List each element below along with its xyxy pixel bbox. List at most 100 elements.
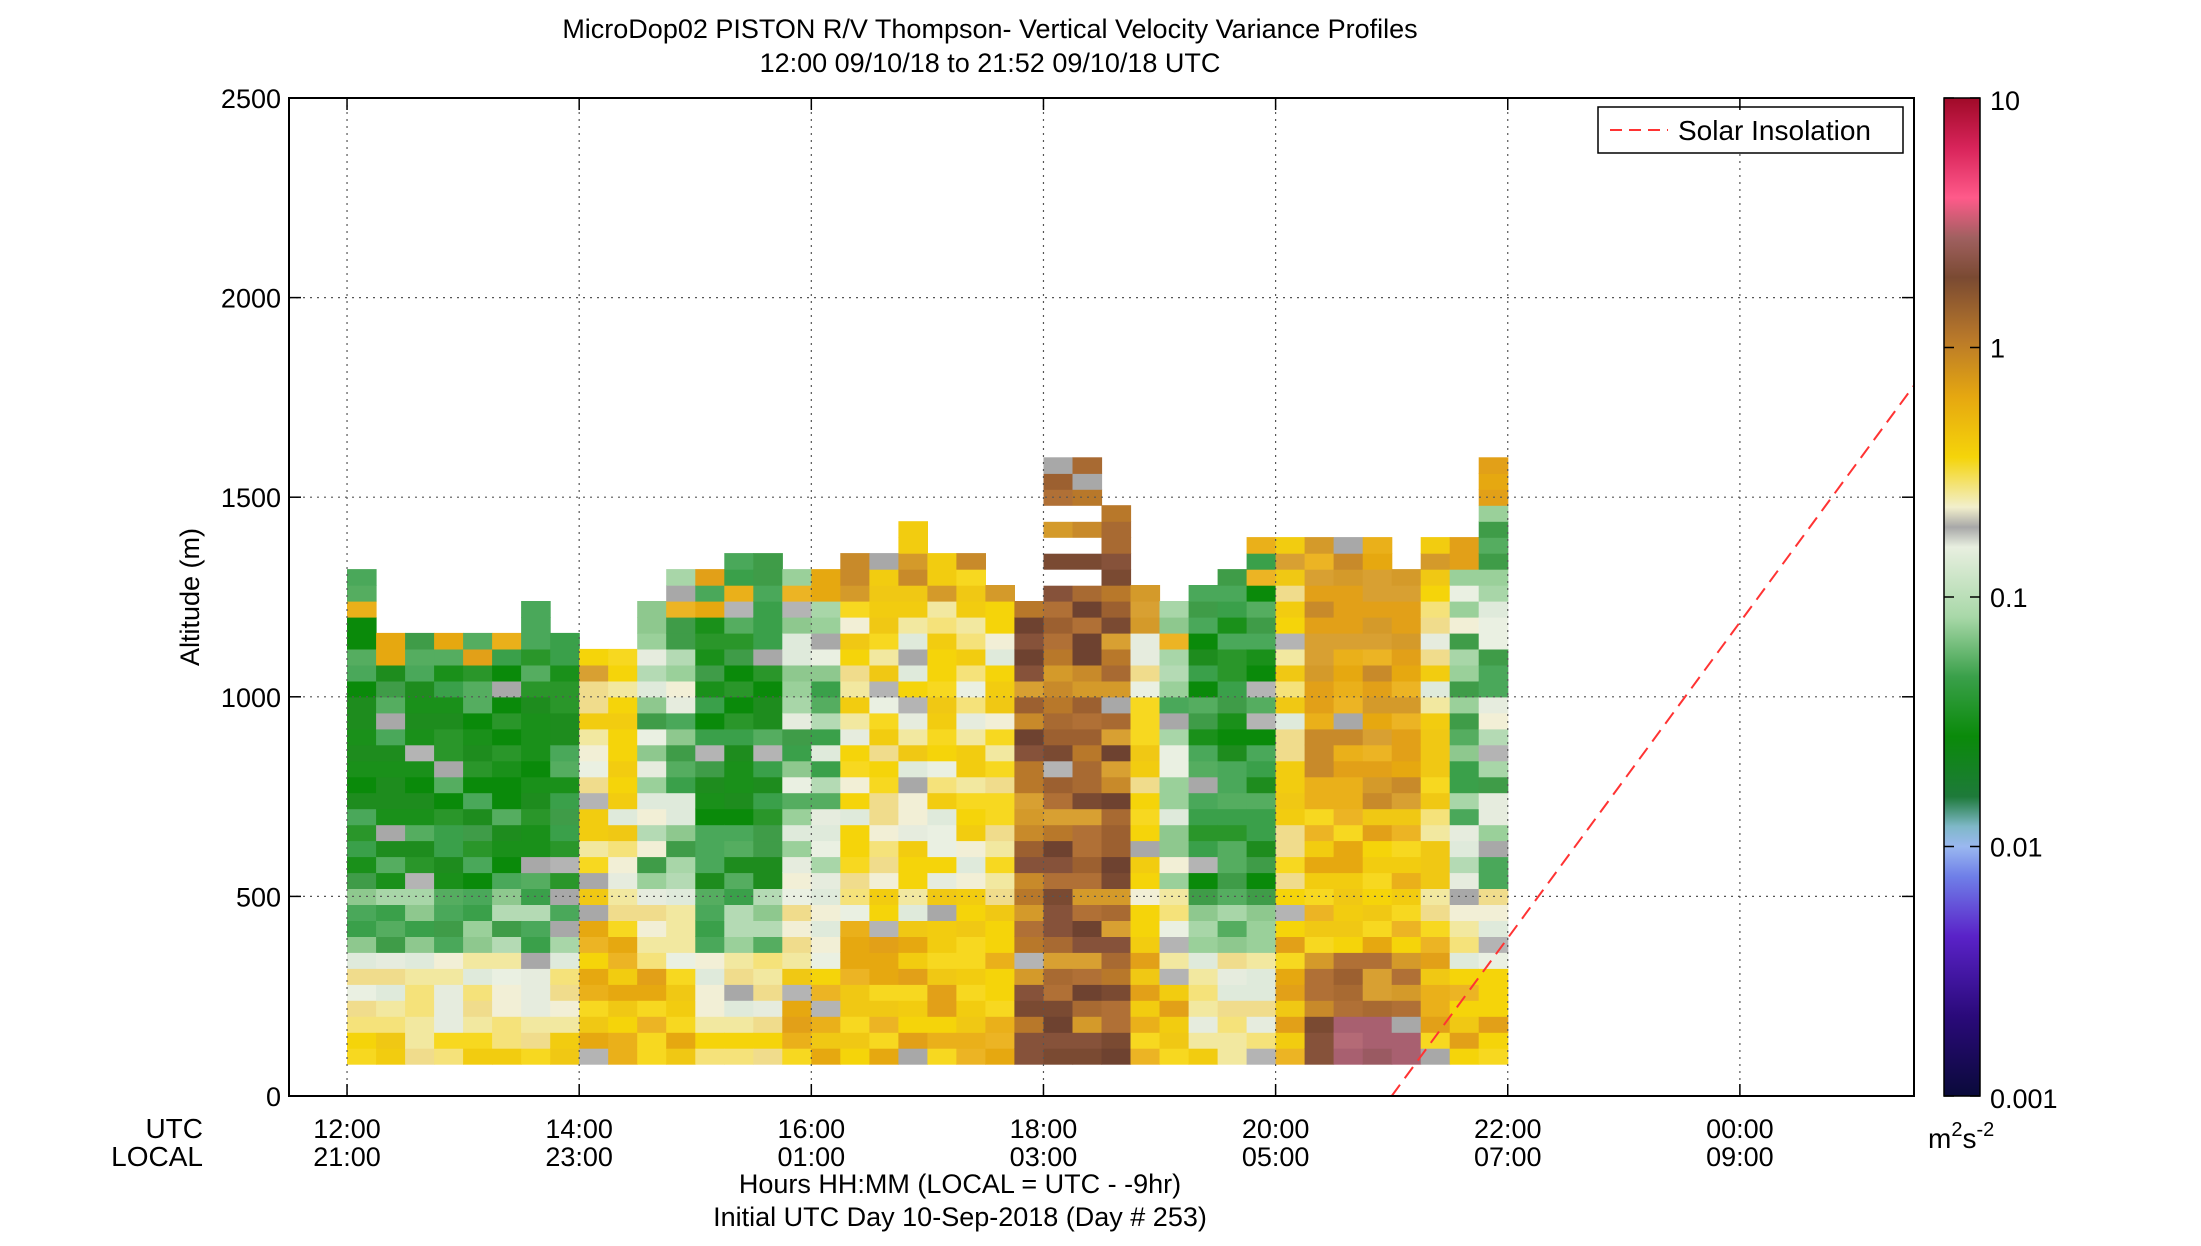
heatmap-cell [1333,664,1364,682]
heatmap-cell [1043,489,1074,506]
heatmap-cell [956,952,986,969]
heatmap-cell [1333,569,1364,586]
heatmap-cell [753,904,783,921]
heatmap-cell [753,585,783,602]
heatmap-cell [579,760,609,778]
heatmap-cell [463,632,493,650]
heatmap-cell [1159,648,1190,666]
heatmap-cell [1043,968,1074,985]
heatmap-cell [1014,936,1044,953]
heatmap-cell [1014,776,1044,794]
heatmap-cell [985,808,1015,826]
heatmap-cell [695,712,725,730]
heatmap-cell [1130,840,1161,858]
heatmap-cell [1014,808,1044,826]
heatmap-cell [927,1016,957,1033]
heatmap-cell [579,968,609,985]
heatmap-cell [811,808,841,826]
heatmap-cell [869,632,899,650]
heatmap-cell [724,680,754,698]
heatmap-cell [579,888,609,905]
heatmap-cell [840,1016,870,1033]
heatmap-cell [1188,968,1219,985]
heatmap-cell [1101,760,1132,778]
heatmap-cell [637,1000,667,1017]
heatmap-cell [869,952,899,969]
heatmap-cell [608,952,638,969]
heatmap-cell [1391,712,1422,730]
heatmap-cell [1304,776,1335,794]
heatmap-cell [463,648,493,666]
heatmap-cell [1304,696,1335,714]
heatmap-cell [1246,553,1277,570]
heatmap-cell [869,936,899,953]
heatmap-cell [1420,760,1451,778]
heatmap-cell [1275,856,1306,874]
heatmap-cell [956,744,986,762]
heatmap-cell [1391,680,1422,698]
heatmap-cell [927,553,957,570]
x-tick-label-local: 05:00 [1242,1142,1310,1172]
heatmap-cell [1188,1048,1219,1065]
heatmap-cell [347,936,377,953]
heatmap-cell [434,808,464,826]
heatmap-cell [1449,728,1480,746]
heatmap-cell [434,648,464,666]
heatmap-cell [608,872,638,889]
heatmap-cell [1188,617,1219,634]
heatmap-cell [927,1048,957,1065]
heatmap-cell [1362,696,1393,714]
heatmap-cell [1420,824,1451,842]
heatmap-cell [956,888,986,905]
heatmap-cell [1246,792,1277,810]
heatmap-cell [463,824,493,842]
heatmap-cell [1130,760,1161,778]
heatmap-cell [695,856,725,874]
heatmap-cell [1333,888,1364,905]
heatmap-cell [1217,1048,1248,1065]
heatmap-cell [579,1032,609,1049]
heatmap-cell [434,696,464,714]
heatmap-cell [1188,712,1219,730]
heatmap-cell [869,569,899,586]
heatmap-cell [1159,1032,1190,1049]
heatmap-cell [956,1016,986,1033]
heatmap-cell [463,808,493,826]
heatmap-cell [840,888,870,905]
heatmap-cell [1304,952,1335,969]
heatmap-cell [898,856,928,874]
heatmap-cell [1275,824,1306,842]
heatmap-cell [1449,553,1480,570]
heatmap-cell [1188,1032,1219,1049]
heatmap-cell [1217,664,1248,682]
heatmap-cell [347,840,377,858]
heatmap-cell [1304,553,1335,570]
heatmap-cell [1304,824,1335,842]
heatmap-cell [1362,537,1393,554]
heatmap-cell [869,776,899,794]
heatmap-cell [1478,808,1509,826]
heatmap-cell [405,1016,435,1033]
heatmap-cell [492,1016,522,1033]
heatmap-cell [840,760,870,778]
heatmap-cell [1130,1048,1161,1065]
heatmap-cell [1420,696,1451,714]
heatmap-cell [1478,760,1509,778]
heatmap-cell [1478,1048,1509,1065]
heatmap-cell [840,744,870,762]
heatmap-cell [1420,776,1451,794]
heatmap-cell [1362,601,1393,618]
heatmap-cell [1333,920,1364,937]
heatmap-cell [753,920,783,937]
heatmap-cell [1188,632,1219,650]
heatmap-cell [1449,760,1480,778]
heatmap-cell [753,569,783,586]
heatmap-cell [347,872,377,889]
heatmap-cell [1333,1016,1364,1033]
heatmap-cell [550,1048,580,1065]
heatmap-cell [1014,968,1044,985]
heatmap-cell [463,952,493,969]
heatmap-cell [521,760,551,778]
heatmap-cell [405,760,435,778]
heatmap-cell [1101,696,1132,714]
